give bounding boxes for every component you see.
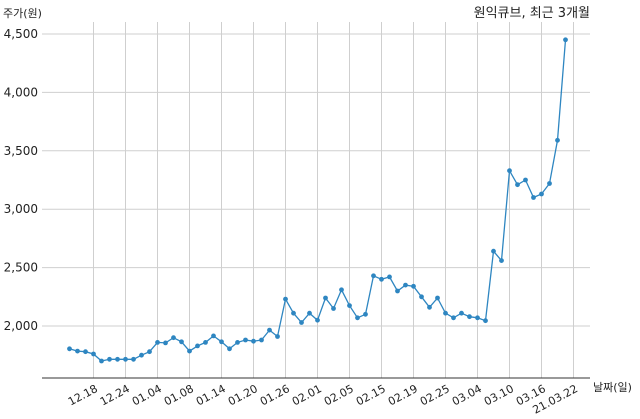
data-point bbox=[555, 137, 560, 143]
data-point bbox=[219, 339, 224, 345]
data-point bbox=[355, 315, 360, 321]
data-point bbox=[547, 181, 552, 186]
data-point bbox=[299, 320, 304, 325]
y-tick-labels: 2,000 2,500 3,000 3,500 4,000 4,500 bbox=[4, 27, 38, 333]
data-point bbox=[147, 349, 152, 355]
data-point bbox=[243, 337, 248, 343]
x-tick-label: 01.14 bbox=[194, 382, 228, 408]
x-tick-label: 01.26 bbox=[258, 382, 292, 408]
data-point bbox=[427, 304, 432, 310]
data-point bbox=[163, 340, 168, 346]
data-point bbox=[211, 333, 216, 339]
x-tick-label: 02.05 bbox=[322, 382, 356, 408]
y-axis-label: 주가(원) bbox=[3, 7, 42, 20]
data-point bbox=[203, 340, 208, 345]
data-point bbox=[115, 356, 120, 362]
data-point bbox=[339, 287, 344, 293]
data-point bbox=[363, 311, 368, 317]
data-point bbox=[179, 339, 184, 345]
x-tick-label: 12.24 bbox=[98, 382, 132, 408]
x-tick-labels: 12.1812.2401.0401.0801.1401.2001.2602.01… bbox=[66, 382, 580, 416]
y-tick-label: 4,000 bbox=[4, 85, 38, 99]
data-point bbox=[483, 318, 488, 324]
data-point bbox=[523, 177, 528, 183]
data-point bbox=[267, 327, 272, 333]
x-tick-label: 01.04 bbox=[130, 382, 164, 408]
data-point bbox=[403, 282, 408, 288]
y-tick-label: 3,000 bbox=[4, 202, 38, 216]
data-point bbox=[451, 315, 456, 321]
x-tick-label: 02.15 bbox=[354, 382, 388, 408]
data-point bbox=[139, 352, 144, 358]
x-tick-label: 03.10 bbox=[482, 382, 516, 408]
data-point bbox=[187, 348, 192, 354]
x-tick-label: 01.08 bbox=[162, 382, 196, 408]
data-point bbox=[107, 356, 112, 362]
data-point bbox=[99, 358, 104, 364]
data-point bbox=[291, 310, 296, 316]
data-point bbox=[331, 306, 336, 311]
data-point bbox=[539, 191, 544, 197]
y-tick-label: 2,500 bbox=[4, 261, 38, 275]
data-point bbox=[91, 351, 96, 357]
data-point bbox=[435, 295, 440, 301]
data-point bbox=[387, 274, 392, 280]
x-tick-label: 12.18 bbox=[66, 382, 100, 408]
data-point bbox=[131, 356, 136, 362]
data-point bbox=[275, 334, 280, 339]
y-tick-label: 2,000 bbox=[4, 319, 38, 333]
data-point bbox=[467, 314, 472, 320]
data-point bbox=[307, 310, 312, 316]
data-point bbox=[531, 195, 536, 200]
data-point bbox=[259, 337, 264, 343]
data-point bbox=[499, 258, 504, 263]
data-point bbox=[155, 340, 160, 345]
chart-title: 원익큐브, 최근 3개월 bbox=[474, 6, 590, 21]
data-point bbox=[123, 356, 128, 362]
x-tick-label: 01.20 bbox=[226, 382, 260, 408]
x-tick-label: 02.19 bbox=[386, 382, 420, 408]
y-tick-label: 3,500 bbox=[4, 144, 38, 158]
data-point bbox=[491, 248, 496, 254]
data-points bbox=[67, 37, 568, 364]
data-point bbox=[283, 296, 288, 302]
data-point bbox=[323, 295, 328, 301]
data-point bbox=[67, 346, 72, 352]
data-point bbox=[371, 273, 376, 279]
data-point bbox=[379, 276, 384, 282]
data-point bbox=[419, 294, 424, 300]
data-point bbox=[195, 343, 200, 349]
x-axis-label: 날짜(일) bbox=[593, 380, 632, 394]
grid-lines bbox=[42, 22, 590, 378]
data-point bbox=[227, 346, 232, 352]
data-point bbox=[83, 349, 88, 355]
data-point bbox=[515, 182, 520, 188]
data-point bbox=[563, 37, 568, 43]
data-point bbox=[251, 338, 256, 344]
data-point bbox=[507, 168, 512, 174]
x-tick-label: 03.04 bbox=[450, 382, 484, 408]
data-point bbox=[235, 340, 240, 345]
data-point bbox=[475, 315, 480, 321]
data-point bbox=[443, 310, 448, 316]
data-point bbox=[315, 317, 320, 323]
data-point bbox=[347, 303, 352, 308]
x-tick-label: 02.01 bbox=[290, 382, 324, 408]
data-point bbox=[171, 335, 176, 341]
data-point bbox=[459, 310, 464, 316]
x-tick-label: 02.25 bbox=[418, 382, 452, 408]
y-tick-label: 4,500 bbox=[4, 27, 38, 41]
data-point bbox=[411, 283, 416, 289]
data-point bbox=[395, 288, 400, 294]
data-point bbox=[75, 348, 80, 354]
